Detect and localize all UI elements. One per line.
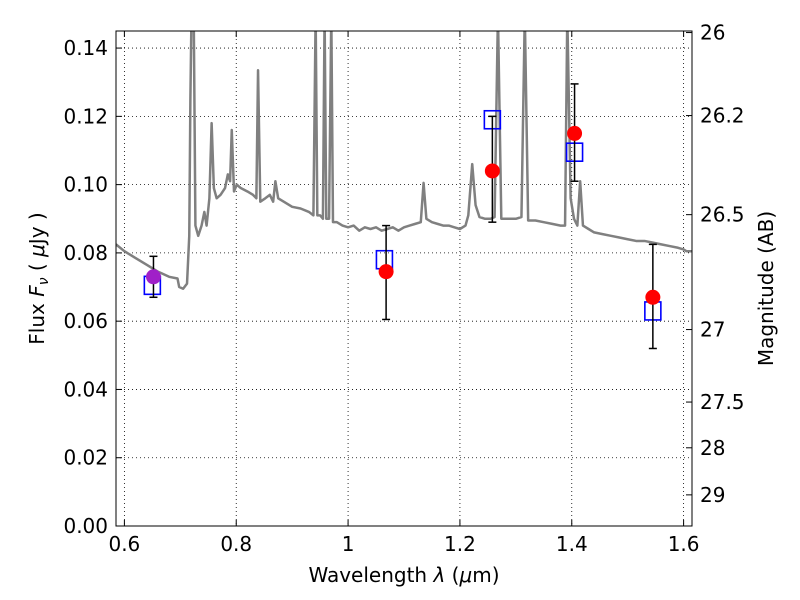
plot-frame [115, 30, 693, 527]
data-points-layer [143, 83, 662, 350]
y2-tick-label: 26.2 [700, 104, 745, 128]
x-tick-label: 1.2 [444, 532, 476, 556]
x-tick-label: 1.4 [556, 532, 588, 556]
y2-axis-label: Magnitude (AB) [754, 211, 778, 366]
y-axis-label: Flux Fν ( μJy ) [25, 212, 52, 344]
x-tick-label: 1.6 [668, 532, 700, 556]
y-tick-label: 0.06 [63, 309, 108, 333]
y-tick-label: 0.14 [63, 36, 108, 60]
observed-point [645, 289, 661, 305]
observed-point [145, 269, 161, 285]
x-tick-label: 1 [342, 532, 355, 556]
x-axis-label: Wavelength λ (μm) [308, 563, 499, 587]
sed-model-line [116, 31, 692, 290]
y2-tick-label: 26 [700, 21, 725, 45]
x-tick-label: 0.6 [108, 532, 140, 556]
grid [116, 31, 692, 527]
y-tick-label: 0.10 [63, 173, 108, 197]
y2-tick-label: 27.5 [700, 390, 745, 414]
y-tick-label: 0.12 [63, 104, 108, 128]
sed-model-layer [116, 31, 692, 290]
observed-point [378, 264, 394, 280]
y-tick-label: 0.08 [63, 241, 108, 265]
x-tick-label: 0.8 [220, 532, 252, 556]
observed-point [484, 163, 500, 179]
observed-point [567, 125, 583, 141]
y2-tick-label: 27 [700, 318, 725, 342]
y-tick-label: 0.02 [63, 446, 108, 470]
y2-tick-label: 26.5 [700, 203, 745, 227]
tick-labels: 0.6 0.8 1 1.2 1.4 1.6 0.00 0.02 0.04 0.06 0.08 0.10… [63, 21, 744, 556]
y2-tick-label: 29 [700, 483, 725, 507]
y-tick-label: 0.00 [63, 514, 108, 538]
y-tick-label: 0.04 [63, 377, 108, 401]
y2-tick-label: 28 [700, 436, 725, 460]
axis-ticks [116, 31, 692, 527]
